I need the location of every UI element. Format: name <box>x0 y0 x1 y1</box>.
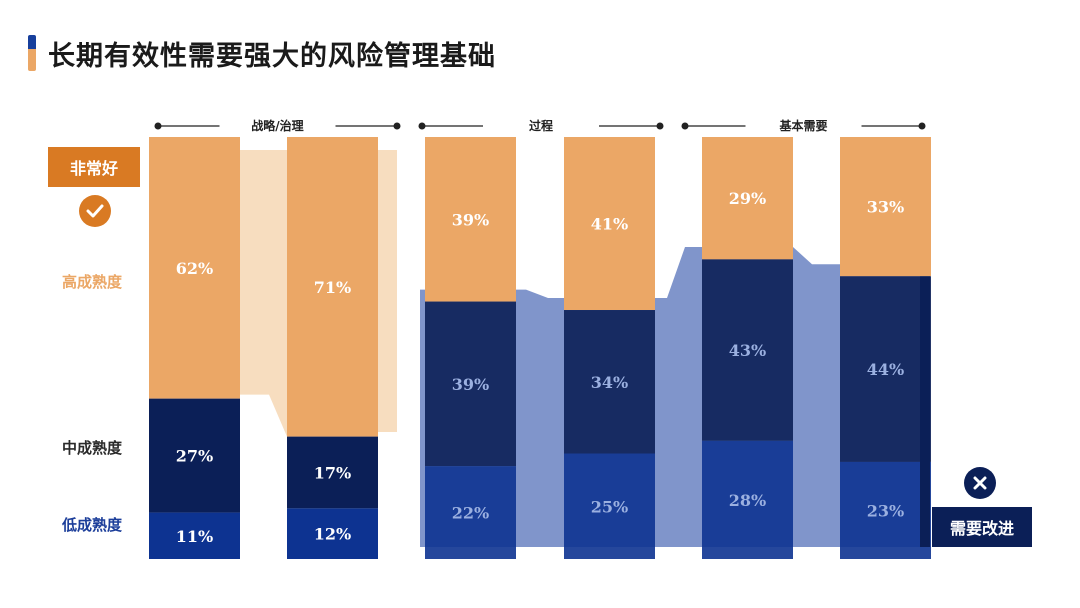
bar-label-low: 12% <box>314 525 351 544</box>
group-bracket-left-dot <box>681 122 689 130</box>
group-label: 基本需要 <box>778 118 827 133</box>
bar-segment-mid <box>564 310 655 454</box>
bar-label-low: 28% <box>729 491 766 510</box>
bar-segment-low <box>702 440 793 559</box>
bar-label-mid: 39% <box>452 375 489 394</box>
bar-label-high: 62% <box>176 259 213 278</box>
bar-segment-high <box>840 137 931 277</box>
bar-segment-low <box>425 466 516 559</box>
low-maturity-label: 低成熟度 <box>62 516 123 534</box>
title-accent-bottom <box>28 48 36 71</box>
bar-segment-mid <box>840 276 931 462</box>
bar-segment-low <box>840 461 931 559</box>
group-bracket-left-dot <box>418 122 426 130</box>
bar-segment-high <box>564 137 655 311</box>
bar-label-mid: 44% <box>867 360 904 379</box>
bar-label-high: 41% <box>591 215 628 234</box>
bar-label-high: 33% <box>867 198 904 217</box>
bar-label-low: 11% <box>176 527 213 546</box>
bar-segment-high <box>425 137 516 302</box>
check-icon <box>86 204 104 218</box>
bar-segment-low <box>149 512 240 559</box>
very-good-badge: 非常好 <box>48 147 140 187</box>
bar-segment-high <box>702 137 793 260</box>
bar-label-high: 39% <box>452 210 489 229</box>
group-bracket-right-dot <box>393 122 401 130</box>
page-title: 长期有效性需要强大的风险管理基础 <box>48 41 496 72</box>
bar-segment-high <box>149 137 240 399</box>
group-bracket-left-dot <box>154 122 162 130</box>
bar-segment-high <box>287 137 378 437</box>
mid-maturity-label: 中成熟度 <box>62 439 123 457</box>
group-label: 过程 <box>529 118 553 133</box>
title-accent-bar <box>28 35 36 71</box>
bar-label-mid: 27% <box>176 447 213 466</box>
group-label: 战略/治理 <box>251 118 303 133</box>
close-icon <box>973 476 987 490</box>
bar-label-high: 29% <box>729 189 766 208</box>
bar-segment-mid <box>149 398 240 513</box>
bar-label-low: 22% <box>452 504 489 523</box>
check-circle-icon <box>79 195 111 227</box>
process-needs-overlay-band <box>420 247 920 547</box>
bar-label-low: 25% <box>591 497 628 516</box>
bar-label-mid: 43% <box>729 341 766 360</box>
bar-segment-low <box>287 508 378 559</box>
right-edge-shadow <box>920 276 930 547</box>
bar-label-high: 71% <box>314 278 351 297</box>
high-maturity-label: 高成熟度 <box>62 273 123 291</box>
bar-segment-mid <box>425 301 516 467</box>
bar-segment-mid <box>702 259 793 441</box>
close-circle-icon <box>964 467 996 499</box>
bar-label-mid: 17% <box>314 463 351 482</box>
group-bracket-right-dot <box>656 122 664 130</box>
bar-segment-low <box>564 453 655 559</box>
bar-label-mid: 34% <box>591 373 628 392</box>
bar-label-low: 23% <box>867 501 904 520</box>
group-bracket-right-dot <box>918 122 926 130</box>
title-accent-top <box>28 35 36 49</box>
needs-improvement-badge: 需要改进 <box>932 507 1032 547</box>
bar-segment-mid <box>287 436 378 509</box>
